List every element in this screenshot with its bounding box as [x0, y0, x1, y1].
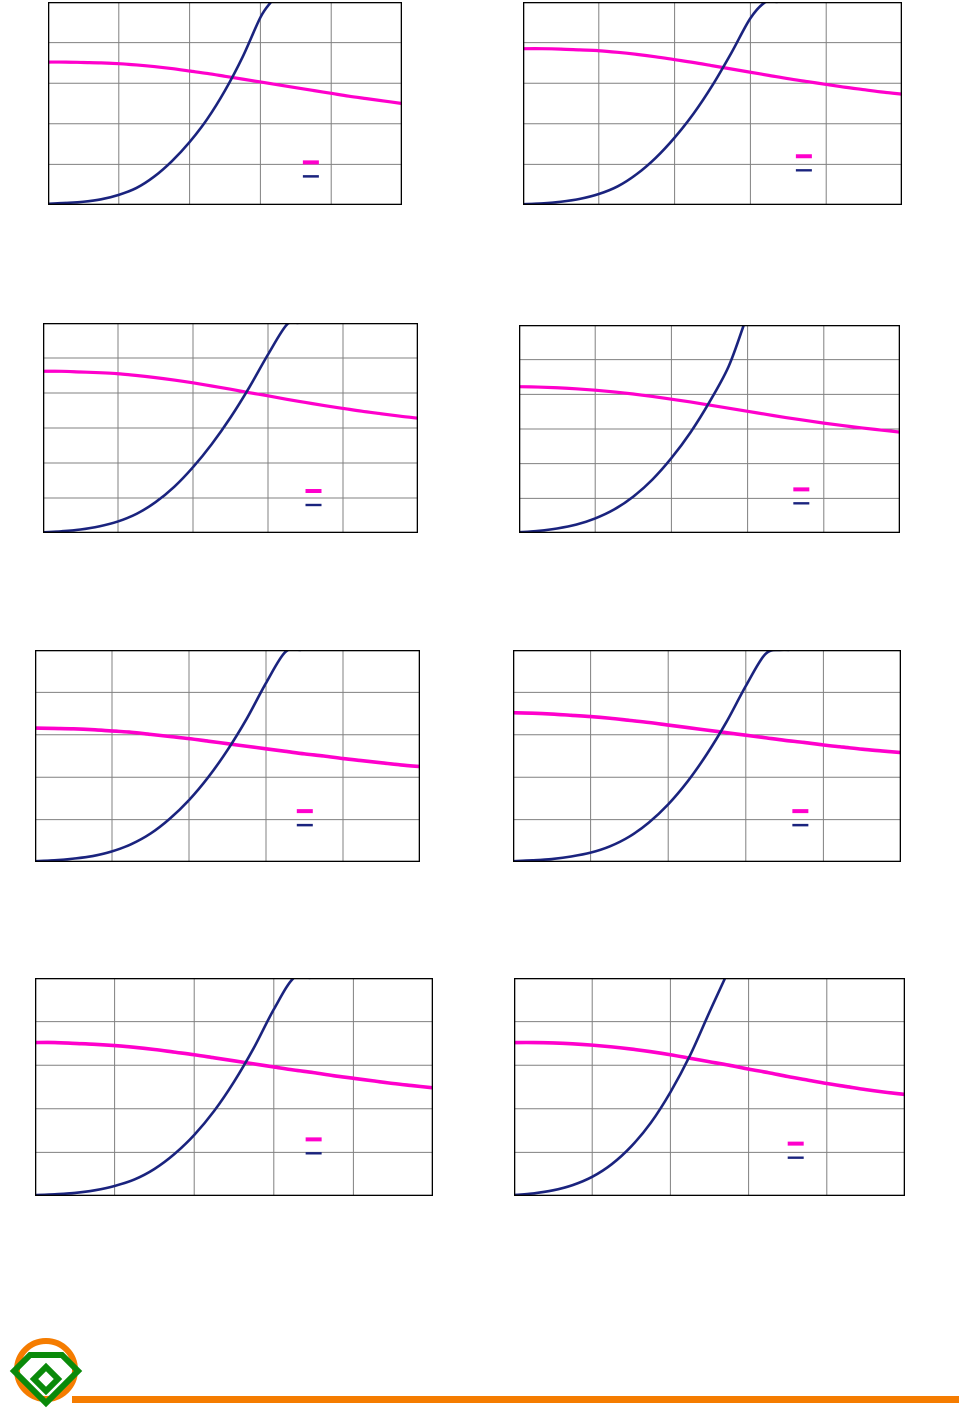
plot-background: [523, 2, 902, 205]
gridlines: [48, 2, 402, 205]
series-line-magenta-series: [35, 1040, 433, 1090]
plot-border: [35, 978, 433, 1196]
plot-border: [513, 650, 901, 862]
chart-7: [35, 978, 433, 1196]
chart-2: [523, 2, 902, 205]
footer-divider: [72, 1396, 959, 1403]
chart-legend: [302, 160, 319, 178]
series-line-navy-series: [35, 978, 311, 1196]
series-line-magenta-series: [48, 60, 402, 106]
series-line-magenta-series: [519, 385, 900, 434]
chart-legend: [795, 154, 812, 172]
plot-border: [514, 978, 905, 1196]
chart-8: [514, 978, 905, 1196]
chart-4: [519, 325, 900, 533]
plot-border: [48, 2, 402, 205]
gridlines: [43, 323, 418, 533]
plot-background: [48, 2, 402, 205]
plot-background: [35, 978, 433, 1196]
chart-legend: [787, 1141, 804, 1159]
chart-6: [513, 650, 901, 862]
series-line-navy-series: [513, 650, 790, 862]
series-line-magenta-series: [523, 47, 902, 96]
chart-3: [43, 323, 418, 533]
gridlines: [35, 650, 420, 862]
plot-border: [519, 325, 900, 533]
plot-border: [523, 2, 902, 205]
series-line-navy-series: [523, 2, 779, 205]
chart-legend: [793, 487, 810, 505]
chart-5: [35, 650, 420, 862]
company-logo: [8, 1336, 84, 1408]
series-line-navy-series: [514, 978, 727, 1196]
gridlines: [514, 978, 905, 1196]
plot-border: [35, 650, 420, 862]
plot-border: [43, 323, 418, 533]
series-line-magenta-series: [514, 1040, 905, 1097]
series-line-navy-series: [43, 323, 300, 533]
gridlines: [513, 650, 901, 862]
series-line-navy-series: [48, 2, 273, 205]
chart-legend: [305, 489, 322, 507]
gridlines: [519, 325, 900, 533]
logo-outer-diamond-icon: [9, 1352, 83, 1408]
chart-1: [48, 2, 402, 205]
chart-legend: [305, 1137, 322, 1155]
chart-legend: [296, 809, 313, 827]
gridlines: [35, 978, 433, 1196]
series-line-magenta-series: [513, 710, 901, 755]
chart-legend: [792, 809, 809, 827]
series-line-magenta-series: [35, 726, 420, 769]
plot-background: [35, 650, 420, 862]
series-line-navy-series: [519, 325, 746, 533]
series-line-magenta-series: [43, 369, 418, 420]
series-line-navy-series: [35, 650, 302, 862]
logo-inner-diamond-icon: [29, 1362, 63, 1396]
